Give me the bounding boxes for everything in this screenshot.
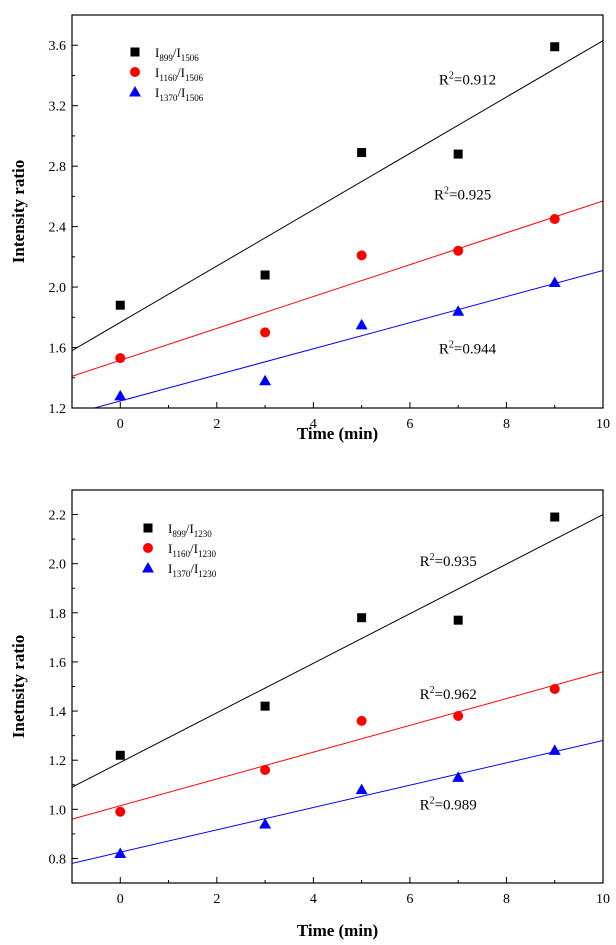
data-point-series-1	[115, 300, 125, 310]
fit-line-2	[72, 671, 603, 820]
data-point-series-1	[357, 148, 367, 158]
data-point-series-2	[115, 353, 126, 364]
legend-label-2: I1160/I1506	[155, 65, 203, 83]
x-tick-label: 10	[596, 892, 610, 907]
data-point-series-3	[114, 389, 127, 401]
legend-marker-3	[129, 86, 141, 97]
y-tick-label: 1.6	[49, 342, 67, 357]
y-tick-label: 2.2	[49, 509, 67, 524]
x-tick-label: 4	[310, 892, 317, 907]
legend-marker-3	[142, 562, 154, 573]
data-point-series-2	[260, 327, 271, 338]
fit-line-1	[72, 514, 603, 788]
x-tick-label: 6	[406, 417, 413, 432]
y-tick-label: 1.0	[49, 803, 67, 818]
y-tick-label: 3.6	[49, 39, 67, 54]
r-squared-label-2: R2=0.962	[420, 685, 477, 703]
data-point-series-1	[550, 42, 560, 52]
x-tick-label: 2	[213, 892, 220, 907]
data-point-series-2	[260, 765, 271, 776]
data-point-series-2	[356, 715, 367, 726]
y-tick-label: 3.2	[49, 100, 67, 115]
y-axis-label: Intensity ratio	[9, 160, 28, 263]
legend-marker-2	[130, 67, 140, 77]
legend-marker-2	[143, 543, 153, 553]
y-axis-label: Inetnsity ratio	[9, 635, 28, 738]
data-point-series-1	[260, 701, 270, 711]
x-axis-label: Time (min)	[297, 424, 378, 443]
x-tick-label: 2	[213, 417, 220, 432]
x-tick-label: 4	[310, 417, 317, 432]
legend-marker-1	[143, 523, 153, 533]
x-tick-label: 8	[503, 892, 510, 907]
data-point-series-1	[115, 750, 125, 760]
x-tick-label: 0	[117, 417, 124, 432]
r-squared-label-1: R2=0.935	[420, 552, 477, 570]
data-point-series-3	[355, 783, 368, 795]
legend-label-1: I899/I1506	[155, 45, 199, 63]
x-axis-label: Time (min)	[297, 921, 378, 940]
r-squared-label-2: R2=0.925	[434, 185, 491, 203]
y-tick-label: 1.2	[49, 754, 67, 769]
y-tick-label: 2.0	[49, 558, 67, 573]
fit-line-3	[92, 269, 603, 408]
y-tick-label: 1.2	[49, 402, 67, 417]
data-point-series-2	[453, 710, 464, 721]
data-point-series-2	[549, 214, 560, 225]
y-tick-label: 2.8	[49, 160, 67, 175]
y-tick-label: 1.4	[49, 705, 67, 720]
r-squared-label-3: R2=0.989	[420, 795, 477, 813]
data-point-series-1	[550, 512, 560, 522]
data-point-series-3	[548, 276, 561, 288]
r-squared-label-3: R2=0.944	[439, 340, 497, 358]
x-tick-label: 6	[406, 892, 413, 907]
data-point-series-2	[356, 250, 367, 261]
chart-panel-2: 0 2 4 6 8 10 0.8 1.0 1.2 1.4 1.6 1.8 2.0 2.2 Time (min…	[9, 489, 610, 940]
data-point-series-2	[115, 806, 126, 817]
legend-label-1: I899/I1230	[168, 521, 212, 539]
data-point-series-3	[114, 847, 127, 859]
y-tick-label: 1.6	[49, 656, 67, 671]
legend-marker-1	[130, 47, 140, 57]
data-point-series-3	[355, 318, 368, 330]
y-tick-label: 2.4	[49, 221, 67, 236]
x-tick-label: 10	[596, 417, 610, 432]
legend-label-3: I1370/I1506	[155, 85, 204, 103]
x-tick-label: 0	[117, 892, 124, 907]
data-point-series-1	[453, 149, 463, 159]
data-point-series-1	[453, 615, 463, 625]
fit-line-2	[72, 200, 603, 377]
data-point-series-1	[260, 270, 270, 280]
legend-label-3: I1370/I1230	[168, 561, 217, 579]
data-point-series-3	[259, 818, 272, 829]
x-tick-label: 8	[503, 417, 510, 432]
legend-label-2: I1160/I1230	[168, 541, 216, 559]
y-tick-label: 2.0	[49, 281, 67, 296]
data-point-series-3	[452, 305, 465, 316]
chart-panel-1: 0 2 4 6 8 10 1.2 1.6 2.0 2.4 2.8 3.2 3.6 Time (min) In…	[9, 14, 610, 443]
y-tick-label: 1.8	[49, 607, 67, 622]
data-point-series-3	[548, 744, 561, 755]
plot-frame	[71, 14, 604, 409]
data-point-series-2	[453, 245, 464, 256]
r-squared-label-1: R2=0.912	[439, 71, 496, 89]
data-point-series-3	[452, 771, 465, 782]
data-point-series-1	[357, 613, 367, 623]
fit-line-3	[72, 740, 603, 864]
data-point-series-3	[259, 374, 272, 386]
data-point-series-2	[549, 683, 560, 694]
fit-line-1	[72, 40, 603, 351]
y-tick-label: 0.8	[49, 852, 67, 867]
